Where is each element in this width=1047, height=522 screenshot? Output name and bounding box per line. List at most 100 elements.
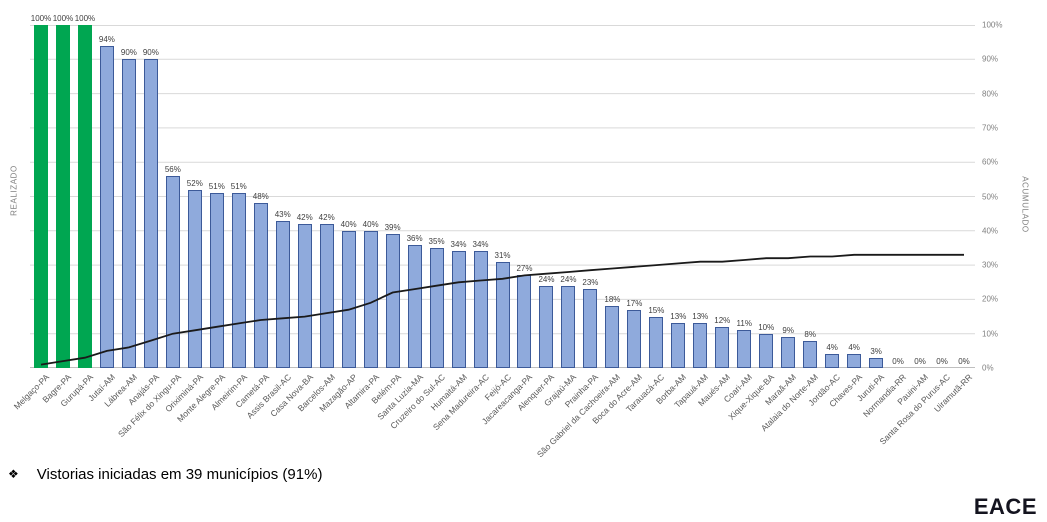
bar — [693, 323, 708, 368]
eace-logo: EACE — [973, 494, 1037, 519]
bar — [715, 326, 730, 368]
bar-value-label: 3% — [870, 346, 882, 356]
bar-value-label: 51% — [208, 182, 225, 192]
bar-value-label: 90% — [142, 48, 159, 58]
right-axis-tick-label: 10% — [982, 329, 999, 339]
bar-value-label: 4% — [826, 343, 838, 353]
right-axis-tick-label: 20% — [982, 294, 999, 304]
bar-value-label: 31% — [494, 250, 511, 260]
bar — [561, 285, 576, 368]
bar — [517, 275, 532, 368]
bar-value-label: 100% — [74, 14, 96, 23]
bar-value-label: 9% — [782, 326, 794, 336]
bar-value-label: 39% — [384, 223, 401, 233]
bar — [737, 330, 752, 368]
bar-value-label: 17% — [626, 298, 643, 308]
bar-complete — [33, 25, 48, 368]
bar-value-label: 4% — [848, 343, 860, 353]
bar-value-label: 48% — [252, 192, 269, 202]
bar — [297, 223, 312, 368]
bar-value-label: 34% — [472, 240, 489, 250]
bar-value-label: 40% — [362, 219, 379, 229]
bar — [605, 306, 620, 368]
bar-value-label: 0% — [958, 357, 970, 366]
bar-value-label: 24% — [560, 274, 577, 284]
bar — [253, 203, 268, 368]
bar — [583, 289, 598, 368]
bar-complete — [55, 25, 70, 368]
bar-value-label: 51% — [230, 182, 247, 192]
bar — [231, 193, 246, 368]
bar — [803, 340, 818, 368]
bar-value-label: 13% — [692, 312, 709, 322]
bar — [385, 234, 400, 368]
bar-value-label: 15% — [648, 305, 665, 315]
bar-value-label: 13% — [670, 312, 687, 322]
bar — [473, 251, 488, 368]
bar — [363, 230, 378, 368]
right-axis-tick-label: 60% — [982, 157, 999, 167]
bar-value-label: 56% — [164, 164, 181, 174]
bar — [847, 354, 862, 368]
bar — [209, 193, 224, 368]
bar — [649, 316, 664, 368]
bar — [869, 357, 884, 368]
bar-value-label: 27% — [516, 264, 533, 274]
right-axis-tick-label: 40% — [982, 226, 999, 236]
bar-value-label: 0% — [936, 357, 948, 366]
bar-value-label: 90% — [120, 48, 137, 58]
bar-value-label: 52% — [186, 178, 203, 188]
bar — [187, 189, 202, 368]
bar-value-label: 34% — [450, 240, 467, 250]
bar — [825, 354, 840, 368]
bar-value-label: 35% — [428, 236, 445, 246]
right-axis-tick-label: 90% — [982, 54, 999, 64]
right-axis-tick-label: 70% — [982, 123, 999, 133]
bar-value-label: 100% — [52, 14, 74, 23]
bar-value-label: 18% — [604, 295, 621, 305]
right-axis-tick-label: 80% — [982, 89, 999, 99]
left-axis-title: REALIZADO — [9, 165, 19, 216]
bar-value-label: 0% — [914, 357, 926, 366]
bars-layer: 100% 100% 100% 94% 90% 90% 56% 52% 51% 51% 48% 43% 4… — [30, 14, 975, 368]
bar-value-label: 43% — [274, 209, 291, 219]
bar-value-label: 42% — [296, 212, 313, 222]
bar-value-label: 24% — [538, 274, 555, 284]
bar-value-label: 8% — [804, 329, 816, 339]
bar — [99, 45, 114, 368]
bar — [275, 220, 290, 368]
plot-area: 100% 100% 100% 94% 90% 90% 56% 52% 51% 51% 48% 43% 4… — [30, 14, 975, 368]
right-axis-title: ACUMULADO — [1020, 176, 1030, 233]
bar — [539, 285, 554, 368]
bar-value-label: 11% — [736, 319, 752, 329]
bar — [627, 309, 642, 368]
bar-value-label: 42% — [318, 212, 335, 222]
bar — [121, 59, 136, 368]
bar — [319, 223, 334, 368]
bar — [759, 333, 774, 368]
bar — [451, 251, 466, 368]
bar-value-label: 0% — [892, 357, 904, 366]
bar — [165, 175, 180, 368]
bar-value-label: 100% — [30, 14, 52, 23]
diamond-bullet-icon: ❖ — [8, 467, 19, 481]
bar — [495, 261, 510, 368]
bar — [341, 230, 356, 368]
bar — [407, 244, 422, 368]
bar-value-label: 94% — [98, 34, 115, 44]
bar-value-label: 36% — [406, 233, 423, 243]
bar — [143, 59, 158, 368]
footer-note: ❖ Vistorias iniciadas em 39 municípios (9… — [8, 466, 322, 483]
right-axis-tick-label: 30% — [982, 260, 999, 270]
bar — [671, 323, 686, 368]
bar-value-label: 23% — [582, 278, 599, 288]
bar-complete — [77, 25, 92, 368]
right-axis-tick-label: 0% — [982, 363, 994, 373]
bar — [781, 337, 796, 368]
right-axis-tick-label: 100% — [982, 20, 1003, 30]
bar-value-label: 12% — [714, 315, 731, 325]
bar-value-label: 10% — [758, 322, 775, 332]
right-axis-tick-label: 50% — [982, 192, 999, 201]
bar-value-label: 40% — [340, 219, 357, 229]
